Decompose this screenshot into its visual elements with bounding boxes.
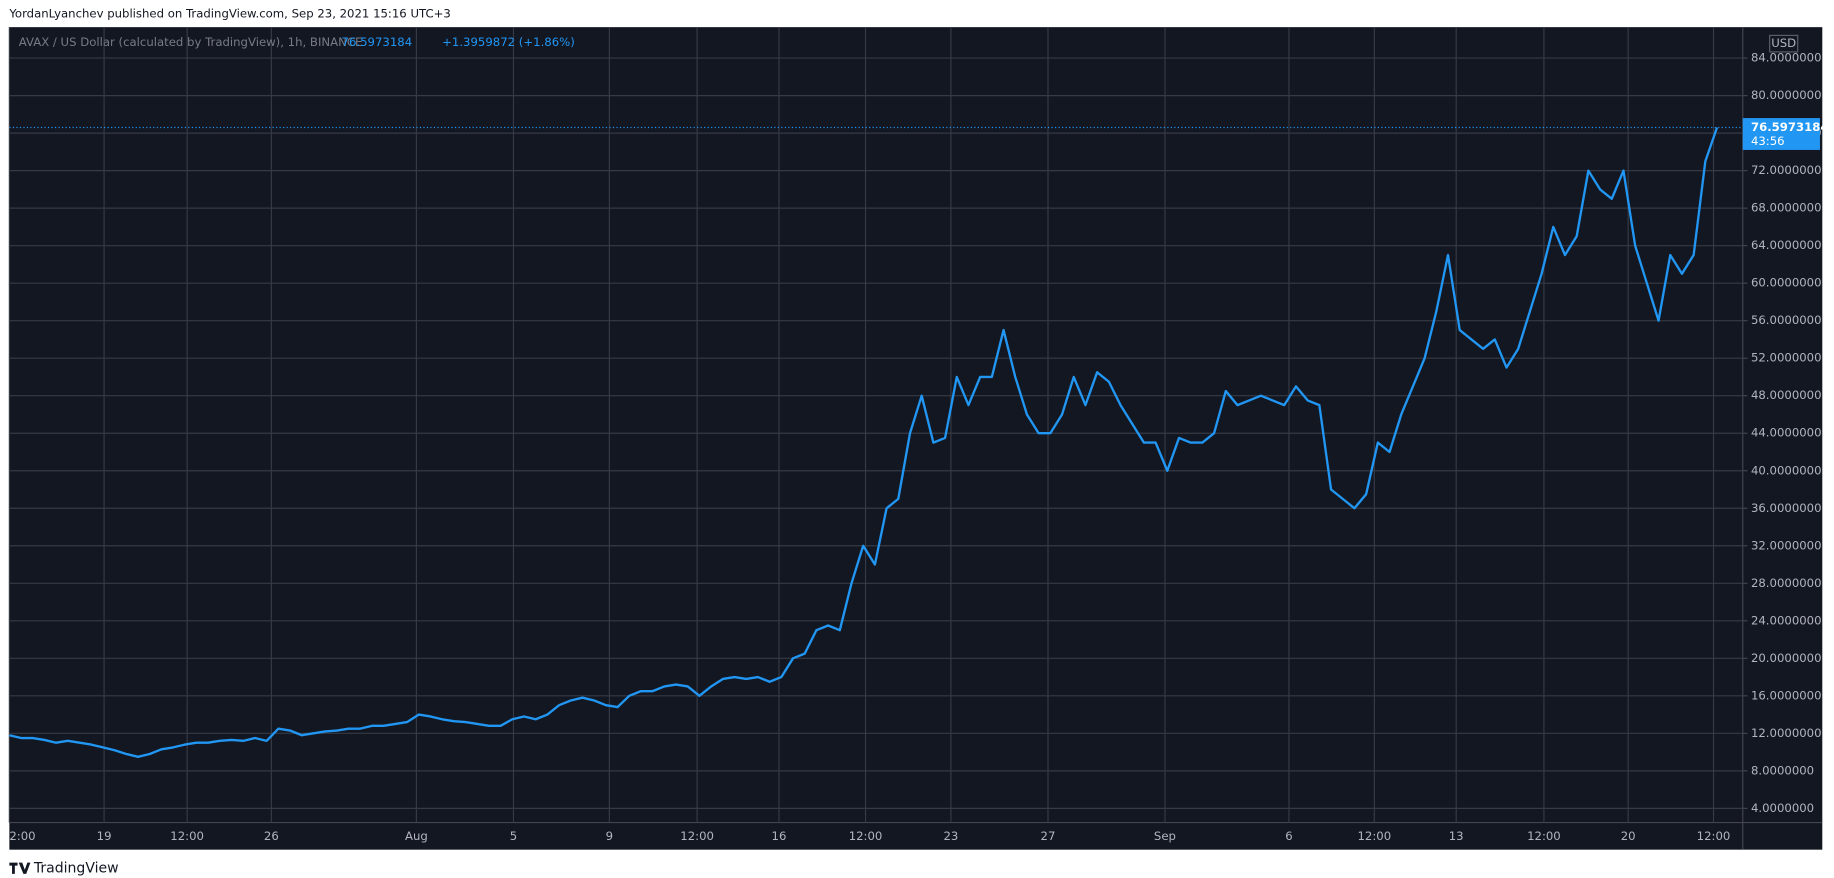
- y-tick-label: 20.0000000: [1751, 651, 1822, 665]
- x-tick-label: 20: [1621, 829, 1636, 843]
- symbol-legend: AVAX / US Dollar (calculated by TradingV…: [19, 35, 363, 49]
- x-tick-label: 19: [97, 829, 112, 843]
- y-tick-label: 48.0000000: [1751, 388, 1822, 402]
- x-tick-label: 9: [606, 829, 613, 843]
- y-tick-label: 56.0000000: [1751, 313, 1822, 327]
- price-tag-bg: [1742, 118, 1820, 150]
- x-tick-label: 2:00: [9, 829, 35, 843]
- y-tick-label: 8.0000000: [1751, 763, 1814, 777]
- x-tick-label: 13: [1449, 829, 1464, 843]
- y-tick-label: 52.0000000: [1751, 351, 1822, 365]
- x-tick-label: Sep: [1154, 829, 1176, 843]
- y-tick-label: 44.0000000: [1751, 426, 1822, 440]
- logo-mark: [9, 862, 31, 874]
- y-tick-label: 68.0000000: [1751, 201, 1822, 215]
- y-tick-label: 16.0000000: [1751, 688, 1822, 702]
- series: [9, 126, 1743, 758]
- x-tick-label: 6: [1285, 829, 1292, 843]
- y-tick-label: 84.0000000: [1751, 51, 1822, 65]
- price-line: [9, 127, 1719, 758]
- y-tick-label: 4.0000000: [1751, 801, 1814, 815]
- y-tick-label: 60.0000000: [1751, 276, 1822, 290]
- y-tick-label: 32.0000000: [1751, 538, 1822, 552]
- x-tick-label: 12:00: [1697, 829, 1731, 843]
- y-tick-label: 24.0000000: [1751, 613, 1822, 627]
- y-tick-label: 36.0000000: [1751, 501, 1822, 515]
- currency-box[interactable]: [1769, 34, 1799, 53]
- y-tick-label: 64.0000000: [1751, 238, 1822, 252]
- x-tick-label: 12:00: [170, 829, 204, 843]
- x-tick-label: 26: [264, 829, 279, 843]
- x-tick-label: 12:00: [680, 829, 714, 843]
- x-tick-label: 12:00: [849, 829, 883, 843]
- currency[interactable]: USD: [1771, 36, 1796, 50]
- y-tick-label: 80.0000000: [1751, 88, 1822, 102]
- x-tick-label: 23: [943, 829, 958, 843]
- y-tick-label: 28.0000000: [1751, 576, 1822, 590]
- x-tick-label: 12:00: [1527, 829, 1561, 843]
- x-tick-label: Aug: [405, 829, 428, 843]
- legend-change: +1.3959872 (+1.86%): [442, 35, 575, 49]
- footer-logo: [9, 862, 31, 874]
- chart-panel: [9, 27, 1823, 850]
- x-tick-label: 5: [510, 829, 517, 843]
- price-tag-value: 76.5973184: [1751, 120, 1829, 134]
- y-tick-label: 12.0000000: [1751, 726, 1822, 740]
- y-tick-label: 72.0000000: [1751, 163, 1822, 177]
- x-tick-label: 16: [772, 829, 787, 843]
- footer-brand: TradingView: [33, 861, 119, 877]
- price-tag-countdown: 43:56: [1751, 134, 1785, 148]
- publisher-line: YordanLyanchev published on TradingView.…: [8, 7, 450, 21]
- legend-price: 76.5973184: [342, 35, 413, 49]
- y-tick-label: 40.0000000: [1751, 463, 1822, 477]
- x-tick-label: 12:00: [1357, 829, 1391, 843]
- x-tick-label: 27: [1041, 829, 1056, 843]
